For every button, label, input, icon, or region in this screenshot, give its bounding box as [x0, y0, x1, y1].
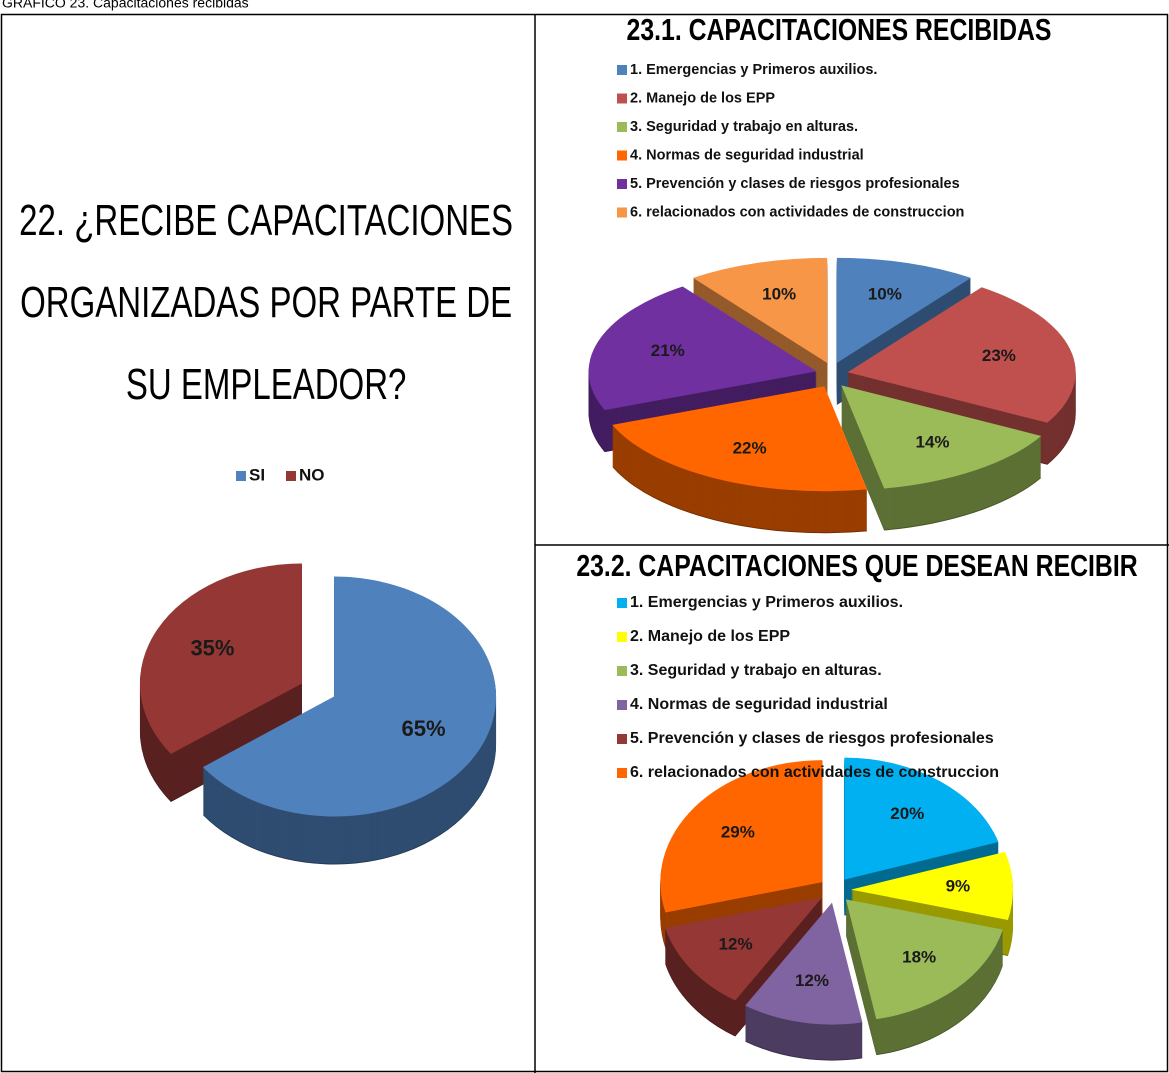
data-label: 9% — [946, 877, 971, 896]
slice — [845, 899, 1003, 1020]
slice — [660, 760, 823, 913]
legend-label: 3. Seguridad y trabajo en alturas. — [630, 662, 882, 679]
legend-label: 1. Emergencias y Primeros auxilios. — [630, 62, 877, 78]
data-label: 23% — [982, 346, 1016, 365]
data-label: 14% — [916, 433, 950, 452]
data-label: 18% — [902, 948, 936, 967]
table-border — [0, 13, 1169, 1073]
legend-swatch — [286, 471, 296, 481]
data-label: 65% — [402, 716, 446, 741]
slice — [836, 257, 971, 363]
data-label: 35% — [190, 635, 234, 660]
legend-label: 5. Prevención y clases de riesgos profes… — [630, 730, 994, 747]
data-label: 10% — [762, 284, 796, 303]
legend-swatch — [617, 768, 627, 778]
data-label: 21% — [651, 341, 685, 360]
slice — [665, 897, 823, 1001]
data-label: 22% — [733, 438, 767, 457]
slice — [139, 563, 302, 754]
data-label: 10% — [868, 284, 902, 303]
chart-title: 22. ¿RECIBE CAPACITACIONES ORGANIZADAS P… — [19, 196, 514, 409]
data-label: 29% — [721, 822, 755, 841]
slice — [847, 287, 1076, 423]
legend-label: SI — [249, 465, 265, 484]
legend-swatch — [236, 471, 246, 481]
legend-swatch — [617, 700, 627, 710]
legend-swatch — [617, 93, 627, 104]
legend-swatch — [617, 150, 627, 161]
legend-label: 5. Prevención y clases de riesgos profes… — [630, 176, 960, 192]
legend-swatch — [617, 598, 627, 608]
slice — [841, 385, 1042, 489]
slice — [693, 257, 828, 363]
legend-label: 6. relacionados con actividades de const… — [630, 204, 964, 220]
legend-label: 3. Seguridad y trabajo en alturas. — [630, 119, 858, 135]
chart-title: 23.2. CAPACITACIONES QUE DESEAN RECIBIR — [576, 548, 1138, 583]
legend-swatch — [617, 207, 627, 218]
slice — [850, 851, 1013, 920]
legend-swatch — [617, 122, 627, 132]
slice — [202, 576, 497, 817]
data-label: 12% — [795, 971, 829, 990]
caption: GRAFICO 23. Capacitaciones recibidas — [2, 0, 249, 11]
legend-label: NO — [299, 465, 325, 484]
slice — [745, 902, 863, 1025]
legend-label: 6. relacionados con actividades de const… — [630, 764, 999, 781]
slice — [588, 286, 817, 411]
legend-swatch — [617, 666, 627, 676]
chart-title: 23.1. CAPACITACIONES RECIBIDAS — [626, 12, 1052, 47]
slice — [844, 757, 999, 880]
legend-label: 2. Manejo de los EPP — [630, 628, 790, 645]
slice — [612, 386, 868, 492]
legend-label: 2. Manejo de los EPP — [630, 90, 775, 106]
legend-label: 1. Emergencias y Primeros auxilios. — [630, 594, 903, 611]
data-label: 20% — [890, 804, 924, 823]
legend-swatch — [617, 632, 627, 642]
legend-label: 4. Normas de seguridad industrial — [630, 147, 864, 163]
legend-swatch — [617, 179, 627, 189]
legend-swatch — [617, 65, 627, 75]
legend-label: 4. Normas de seguridad industrial — [630, 696, 888, 713]
data-label: 12% — [719, 934, 753, 953]
legend-swatch — [617, 734, 627, 744]
